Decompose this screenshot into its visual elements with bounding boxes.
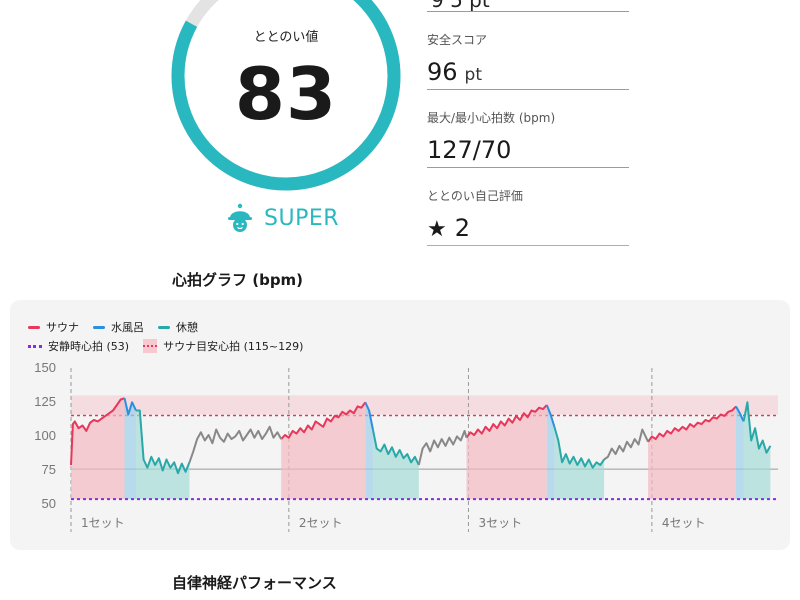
rest-area bbox=[136, 410, 190, 500]
idle-line bbox=[603, 428, 650, 461]
legend-swatch bbox=[143, 339, 158, 353]
y-tick-label: 125 bbox=[34, 394, 56, 409]
legend-cold-bath: 水風呂 bbox=[93, 319, 144, 335]
self-evaluation-value: 2 bbox=[454, 214, 471, 242]
level-text: SUPER bbox=[264, 205, 340, 231]
heart-rate-stat: 最大/最小心拍数 (bpm) 127/70 bbox=[427, 109, 629, 168]
legend-resting-hr: 安静時心拍 (53) bbox=[28, 338, 129, 354]
cold-bath-area bbox=[736, 406, 744, 500]
self-evaluation-label: ととのい自己評価 bbox=[427, 189, 523, 203]
heart-rate-chart: 150 125 100 75 50 1セット 2セット 3セット 4セット bbox=[34, 360, 778, 532]
autonomic-title: 自律神経パフォーマンス bbox=[172, 574, 337, 592]
gauge-label: ととのい値 bbox=[253, 30, 319, 45]
y-tick-label: 50 bbox=[42, 496, 56, 511]
divider bbox=[427, 167, 629, 168]
legend-row-1: サウナ 水風呂 休憩 bbox=[28, 319, 212, 335]
legend-swatch bbox=[93, 325, 105, 329]
legend-label: サウナ bbox=[46, 321, 79, 334]
divider bbox=[427, 11, 629, 12]
gauge-ring bbox=[171, 0, 401, 191]
rest-line bbox=[742, 401, 772, 454]
legend-sauna: サウナ bbox=[28, 319, 79, 335]
idle-line bbox=[417, 429, 468, 466]
set-label: 4セット bbox=[662, 516, 706, 530]
set-label: 2セット bbox=[299, 516, 343, 530]
legend-label: 休憩 bbox=[176, 321, 198, 334]
cold-bath-line bbox=[123, 397, 137, 416]
sauna-line bbox=[465, 404, 548, 439]
safety-score-unit: pt bbox=[464, 65, 483, 85]
totonoi-gauge: ととのい値 83 bbox=[170, 0, 402, 192]
cold-bath-area bbox=[546, 405, 555, 500]
heart-rate-value: 127/70 bbox=[427, 136, 512, 164]
y-tick-label: 100 bbox=[34, 428, 56, 443]
legend-label: 水風呂 bbox=[111, 321, 144, 334]
star-icon: ★ bbox=[427, 217, 447, 242]
rest-area bbox=[372, 429, 419, 500]
sauna-area bbox=[71, 398, 125, 500]
heart-graph-title: 心拍グラフ (bpm) bbox=[172, 271, 304, 289]
rest-line bbox=[371, 429, 420, 466]
gauge-value: 83 bbox=[234, 52, 338, 136]
heart-rate-chart-card: サウナ 水風呂 休憩 安静時心拍 (53) サウナ目安心拍 (115~129) … bbox=[10, 300, 790, 550]
sauna-line bbox=[70, 397, 125, 466]
legend-row-2: 安静時心拍 (53) サウナ目安心拍 (115~129) bbox=[28, 338, 317, 354]
self-evaluation: ととのい自己評価 ★ 2 bbox=[427, 187, 629, 246]
rest-line bbox=[136, 409, 191, 475]
set-label: 1セット bbox=[81, 516, 125, 530]
legend-rest: 休憩 bbox=[158, 319, 198, 335]
sauna-area bbox=[281, 402, 366, 500]
sauna-area bbox=[466, 405, 547, 500]
rest-line bbox=[553, 426, 605, 469]
heart-rate-label: 最大/最小心拍数 (bpm) bbox=[427, 111, 556, 125]
cold-bath-line bbox=[545, 404, 556, 428]
cold-bath-line bbox=[735, 405, 745, 422]
safety-score-label: 安全スコア bbox=[427, 33, 488, 47]
sauna-area bbox=[648, 406, 736, 500]
idle-line bbox=[188, 425, 283, 463]
sauna-hat-mascot-icon bbox=[228, 203, 252, 232]
legend-label: 安静時心拍 (53) bbox=[48, 340, 130, 353]
legend-target-hr: サウナ目安心拍 (115~129) bbox=[143, 338, 303, 354]
legend-swatch bbox=[28, 344, 42, 348]
level-badge: SUPER bbox=[226, 200, 339, 236]
sauna-line bbox=[280, 401, 367, 440]
legend-swatch bbox=[28, 325, 40, 329]
safety-score: 安全スコア 96 pt bbox=[427, 31, 629, 90]
y-tick-label: 75 bbox=[42, 462, 56, 477]
rest-area bbox=[743, 402, 771, 500]
legend-swatch bbox=[158, 325, 170, 329]
partial-stat-value: 9 5 pt bbox=[431, 0, 490, 12]
cold-bath-line bbox=[364, 401, 374, 430]
legend-label: サウナ目安心拍 (115~129) bbox=[163, 340, 304, 353]
divider bbox=[427, 245, 629, 246]
sauna-line bbox=[647, 405, 737, 443]
divider bbox=[427, 89, 629, 90]
cold-bath-area bbox=[124, 398, 136, 500]
target-hr-band bbox=[71, 395, 778, 415]
set-label: 3セット bbox=[478, 516, 522, 530]
cold-bath-area bbox=[365, 402, 373, 500]
y-tick-label: 150 bbox=[34, 360, 56, 375]
safety-score-value: 96 bbox=[427, 58, 458, 86]
